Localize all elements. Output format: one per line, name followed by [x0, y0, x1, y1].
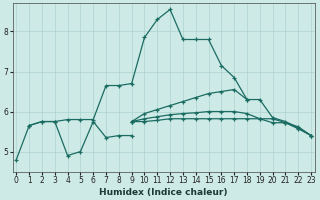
X-axis label: Humidex (Indice chaleur): Humidex (Indice chaleur)	[100, 188, 228, 197]
